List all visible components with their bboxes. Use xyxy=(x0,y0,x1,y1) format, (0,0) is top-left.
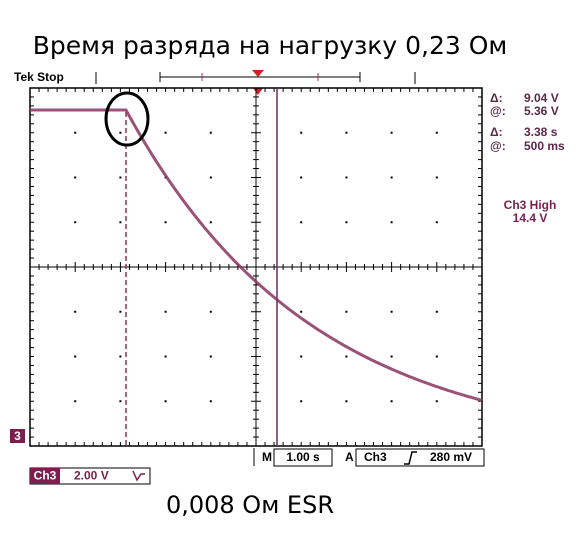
grid-dot xyxy=(390,176,393,179)
grid-dot xyxy=(345,221,348,224)
grid-dot xyxy=(74,131,77,134)
caption: 0,008 Ом ESR xyxy=(166,491,334,519)
timebase-box xyxy=(273,448,333,467)
grid-dot xyxy=(300,131,303,134)
grid-dot xyxy=(345,310,348,313)
a-label: A xyxy=(345,450,354,464)
grid-dot xyxy=(435,221,438,224)
trigger-pos xyxy=(252,70,264,77)
grid-dot xyxy=(300,221,303,224)
grid-dot xyxy=(390,221,393,224)
grid-dot xyxy=(345,176,348,179)
channel-name: Ch3 xyxy=(34,469,57,483)
grid-dot xyxy=(390,310,393,313)
trigger-level: 280 mV xyxy=(430,450,472,464)
grid-dot xyxy=(164,221,167,224)
grid-dot xyxy=(164,355,167,358)
grid-dot xyxy=(209,221,212,224)
grid-dot xyxy=(345,400,348,403)
title: Время разряда на нагрузку 0,23 Ом xyxy=(33,31,508,60)
trigger-state: Ch3 High xyxy=(504,198,557,212)
channel-marker: 3 xyxy=(14,429,21,443)
grid-dot xyxy=(209,400,212,403)
grid-dot xyxy=(300,176,303,179)
waveform xyxy=(30,88,483,446)
readout-symbol: Δ: xyxy=(490,91,503,105)
readout-value: 5.36 V xyxy=(524,104,559,118)
grid-dot xyxy=(209,310,212,313)
readout-symbol: @: xyxy=(490,139,506,153)
grid-dot xyxy=(390,400,393,403)
readout-value: 3.38 s xyxy=(524,125,558,139)
grid-dot xyxy=(435,400,438,403)
trigger-level-readout: 14.4 V xyxy=(513,211,548,225)
trigger-channel: Ch3 xyxy=(364,450,387,464)
grid-dot xyxy=(74,310,77,313)
grid-dot xyxy=(74,176,77,179)
grid-dot xyxy=(300,355,303,358)
grid-dot xyxy=(435,310,438,313)
grid-dot xyxy=(119,355,122,358)
grid-dot xyxy=(119,131,122,134)
grid-dot xyxy=(435,355,438,358)
grid-dot xyxy=(300,400,303,403)
grid-dot xyxy=(209,355,212,358)
bottom-bar: M 1.00 s A Ch3 280 mV xyxy=(253,448,485,467)
trace xyxy=(30,108,483,402)
grid-dot xyxy=(300,310,303,313)
grid-dot xyxy=(435,176,438,179)
grid-dot xyxy=(119,176,122,179)
grid-dot xyxy=(74,355,77,358)
grid-dot xyxy=(209,131,212,134)
grid-dot xyxy=(435,131,438,134)
grid-dot xyxy=(119,400,122,403)
readout-symbol: Δ: xyxy=(490,125,503,139)
trigger-box xyxy=(355,448,485,467)
highlight-circle xyxy=(104,91,150,147)
grid-dot xyxy=(390,131,393,134)
grid-dot xyxy=(164,400,167,403)
timebase: 1.00 s xyxy=(286,450,320,464)
grid-dot xyxy=(119,221,122,224)
grid-dot xyxy=(345,131,348,134)
grid-dot xyxy=(74,221,77,224)
record-bar xyxy=(95,72,416,84)
channel-marker-box xyxy=(10,429,25,443)
readout-symbol: @: xyxy=(490,104,506,118)
grid-dot xyxy=(74,400,77,403)
m-label: M xyxy=(262,450,272,464)
readout-value: 500 ms xyxy=(524,139,565,153)
grid-dot xyxy=(164,131,167,134)
status: Tek Stop xyxy=(14,70,64,84)
grid-dot xyxy=(164,310,167,313)
readouts: Δ: 9.04 V @: 5.36 V Δ: 3.38 s @: 500 ms … xyxy=(490,91,565,225)
grid-dot xyxy=(209,176,212,179)
trigger-marker xyxy=(253,88,263,95)
grid-dot xyxy=(345,355,348,358)
edge-icon xyxy=(404,451,417,465)
readout-value: 9.04 V xyxy=(524,91,559,105)
graticule xyxy=(29,87,483,447)
channel-scale: Ch3 2.00 V xyxy=(29,467,151,485)
grid-dot xyxy=(390,355,393,358)
grid-dot xyxy=(119,310,122,313)
volts-per-div: 2.00 V xyxy=(74,469,109,483)
